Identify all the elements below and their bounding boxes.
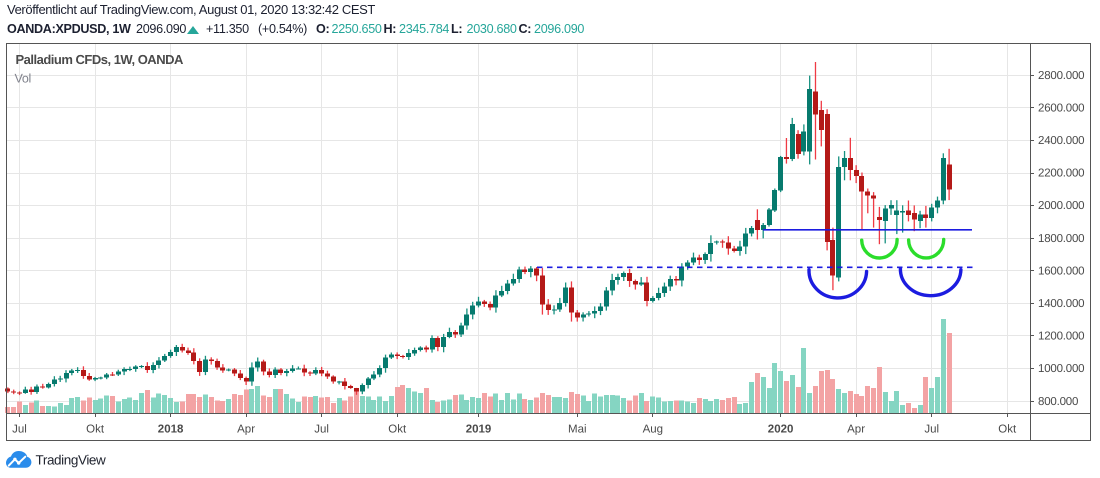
svg-text:2018: 2018 bbox=[158, 424, 184, 436]
svg-text:Palladium CFDs, 1W, OANDA: Palladium CFDs, 1W, OANDA bbox=[16, 52, 184, 67]
svg-text:2800.000: 2800.000 bbox=[1038, 70, 1084, 82]
svg-text:1400.000: 1400.000 bbox=[1038, 298, 1084, 310]
svg-text:1800.000: 1800.000 bbox=[1038, 233, 1084, 245]
svg-text:TradingView: TradingView bbox=[36, 453, 107, 468]
svg-text:Okt: Okt bbox=[998, 424, 1017, 436]
svg-text:Jul: Jul bbox=[12, 424, 27, 436]
svg-text:2400.000: 2400.000 bbox=[1038, 135, 1084, 147]
svg-text:2020: 2020 bbox=[768, 424, 794, 436]
svg-text:1600.000: 1600.000 bbox=[1038, 265, 1084, 277]
svg-text:Jul: Jul bbox=[924, 424, 939, 436]
svg-text:Apr: Apr bbox=[237, 424, 255, 436]
svg-text:Jul: Jul bbox=[314, 424, 329, 436]
svg-text:Apr: Apr bbox=[847, 424, 865, 436]
svg-text:800.000: 800.000 bbox=[1038, 396, 1078, 408]
svg-text:2200.000: 2200.000 bbox=[1038, 168, 1084, 180]
svg-text:Aug: Aug bbox=[643, 424, 663, 436]
svg-text:2019: 2019 bbox=[466, 424, 492, 436]
svg-text:2000.000: 2000.000 bbox=[1038, 200, 1084, 212]
svg-text:Mai: Mai bbox=[568, 424, 587, 436]
svg-text:1000.000: 1000.000 bbox=[1038, 363, 1084, 375]
svg-text:1200.000: 1200.000 bbox=[1038, 331, 1084, 343]
svg-text:2600.000: 2600.000 bbox=[1038, 102, 1084, 114]
svg-text:Okt: Okt bbox=[388, 424, 407, 436]
svg-text:Okt: Okt bbox=[86, 424, 105, 436]
svg-text:Vol: Vol bbox=[15, 71, 31, 85]
